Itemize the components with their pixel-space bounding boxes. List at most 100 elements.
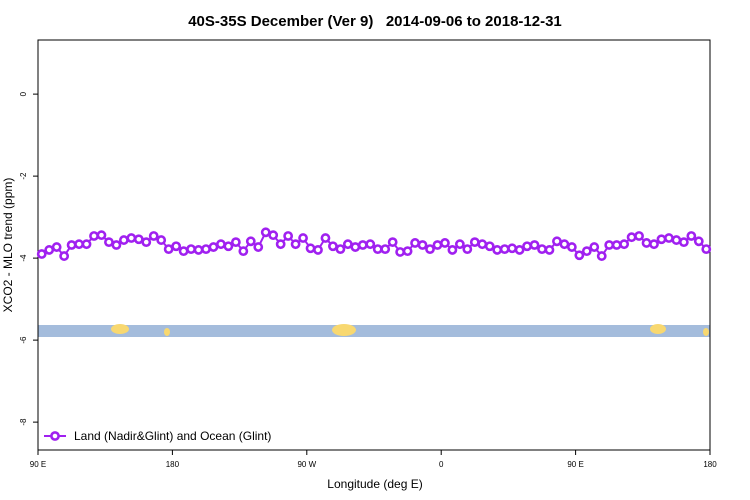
data-point [141, 237, 152, 248]
data-point [619, 239, 630, 250]
data-point [634, 231, 644, 241]
data-point [372, 244, 383, 254]
data-point [208, 242, 219, 252]
data-point [499, 244, 510, 254]
data-point [365, 239, 376, 250]
data-point [163, 244, 174, 254]
data-point [395, 247, 406, 257]
data-point [522, 241, 532, 252]
data-point [410, 238, 420, 248]
x-tick-label: 90 E [567, 460, 583, 469]
data-point [74, 239, 84, 250]
x-axis-label: Longitude (deg E) [327, 477, 422, 491]
x-tick-label: 90 E [30, 460, 46, 469]
legend-marker [50, 431, 60, 441]
data-point [432, 240, 443, 250]
y-tick-label: -2 [19, 172, 28, 180]
data-point [380, 244, 391, 254]
data-point [238, 246, 249, 257]
data-point [701, 244, 712, 254]
data-point [283, 231, 294, 241]
data-point [581, 246, 592, 257]
data-point [111, 240, 122, 250]
y-axis-label: XCO2 - MLO trend (ppm) [1, 178, 15, 313]
land-patch [703, 328, 709, 336]
data-point [104, 237, 114, 248]
data-point [66, 240, 77, 250]
data-point [44, 245, 55, 255]
data-point [245, 236, 256, 247]
data-point [596, 251, 607, 261]
data-point [126, 233, 137, 243]
data-point [118, 235, 129, 245]
data-point [589, 242, 600, 252]
data-point [566, 242, 577, 252]
data-point [507, 243, 518, 254]
data-point [357, 240, 368, 250]
data-point [51, 242, 62, 252]
data-point [641, 238, 652, 248]
land-ocean-strip [38, 324, 710, 337]
data-point [89, 231, 99, 241]
data-point [171, 241, 182, 252]
data-point [193, 245, 204, 255]
data-point [156, 235, 167, 245]
data-point [678, 237, 689, 248]
data-point [290, 239, 301, 250]
x-tick-label: 0 [439, 460, 444, 469]
data-point [178, 246, 189, 257]
data-point [529, 240, 540, 250]
data-point [649, 239, 659, 250]
data-point [469, 237, 480, 248]
y-tick-label: 0 [19, 91, 28, 96]
land-patch [111, 324, 129, 334]
data-point [671, 235, 682, 245]
data-point [268, 230, 279, 241]
plot-frame [37, 39, 711, 451]
data-point [604, 240, 615, 250]
data-point [402, 246, 413, 257]
x-tick-label: 180 [166, 460, 180, 469]
data-point [216, 239, 226, 250]
data-point [305, 243, 316, 254]
data-point [626, 232, 637, 243]
data-point [417, 240, 428, 250]
data-point [611, 240, 622, 250]
ocean-band [38, 325, 710, 337]
data-point [253, 242, 264, 252]
legend-label: Land (Nadir&Glint) and Ocean (Glint) [74, 429, 271, 443]
data-point [425, 244, 435, 254]
data-point [477, 239, 488, 250]
data-point [275, 239, 286, 250]
data-point [440, 238, 450, 248]
chart-title: 40S-35S December (Ver 9) 2014-09-06 to 2… [188, 13, 562, 30]
data-point [133, 234, 144, 245]
x-tick-label: 90 W [297, 460, 316, 469]
land-patch [650, 324, 666, 334]
data-point [350, 242, 361, 252]
data-point [559, 239, 570, 250]
data-point [656, 234, 667, 245]
data-point [686, 231, 697, 241]
data-point [454, 239, 465, 250]
data-point [59, 251, 70, 261]
data-point [462, 244, 473, 254]
data-point [298, 233, 308, 243]
data-point [484, 241, 495, 252]
data-point [320, 233, 331, 243]
land-patch [164, 328, 170, 336]
data-point [387, 237, 398, 248]
y-tick-label: -4 [19, 254, 28, 262]
data-point [81, 239, 92, 250]
data-point [492, 245, 503, 255]
data-point [313, 245, 323, 255]
data-point [514, 245, 525, 255]
data-point [664, 233, 674, 243]
data-point [186, 244, 196, 254]
data-point [537, 244, 547, 254]
data-point [201, 244, 211, 254]
data-point [693, 236, 704, 247]
y-tick-label: -8 [19, 418, 28, 426]
data-point [230, 237, 241, 248]
